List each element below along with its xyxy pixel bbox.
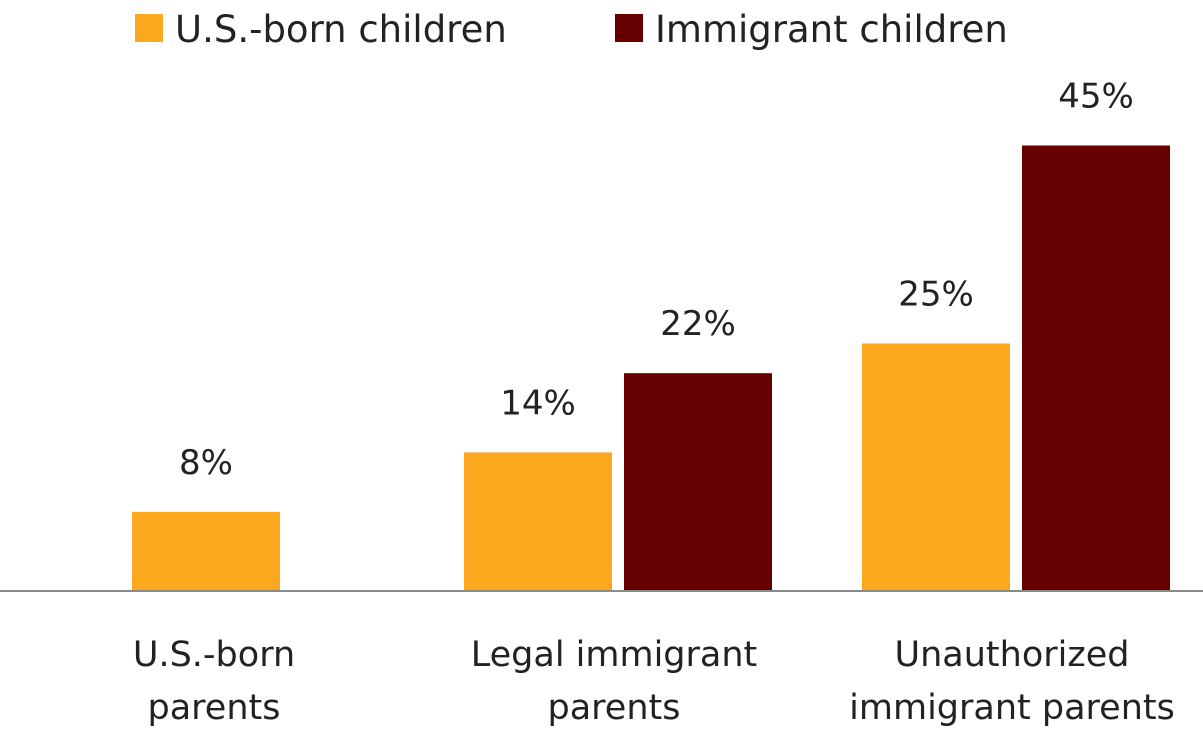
category-labels-group: U.S.-born parents Legal immigrant parents Un… xyxy=(133,635,1175,728)
value-label-2-2: 22% xyxy=(660,304,736,344)
legend-label-2: Immigrant children xyxy=(655,8,1008,51)
bar-3-2 xyxy=(1022,145,1170,591)
bar-2-1 xyxy=(464,452,612,591)
bars-group xyxy=(132,145,1170,591)
value-labels-group: 8% 14% 22% 25% 45% xyxy=(179,77,1134,483)
bar-1-1 xyxy=(132,511,280,591)
category-label-line: U.S.-born xyxy=(133,635,295,675)
category-label-line: Legal immigrant xyxy=(471,635,758,675)
legend-label-1: U.S.-born children xyxy=(175,8,507,51)
category-label-line: Unauthorized xyxy=(895,635,1130,675)
value-label-3-1: 25% xyxy=(898,275,974,315)
bar-2-2 xyxy=(624,373,772,591)
value-label-1-1: 8% xyxy=(179,443,233,483)
category-label-2: Legal immigrant parents xyxy=(471,635,758,728)
value-label-2-1: 14% xyxy=(500,383,576,423)
category-label-line: immigrant parents xyxy=(849,688,1175,728)
category-label-line: parents xyxy=(148,688,281,728)
bar-3-1 xyxy=(862,343,1010,591)
category-label-line: parents xyxy=(548,688,681,728)
legend: U.S.-born children Immigrant children xyxy=(135,8,1008,51)
category-label-1: U.S.-born parents xyxy=(133,635,295,728)
value-label-3-2: 45% xyxy=(1058,77,1134,117)
legend-swatch-2 xyxy=(615,14,643,42)
category-label-3: Unauthorized immigrant parents xyxy=(849,635,1175,728)
legend-swatch-1 xyxy=(135,14,163,42)
